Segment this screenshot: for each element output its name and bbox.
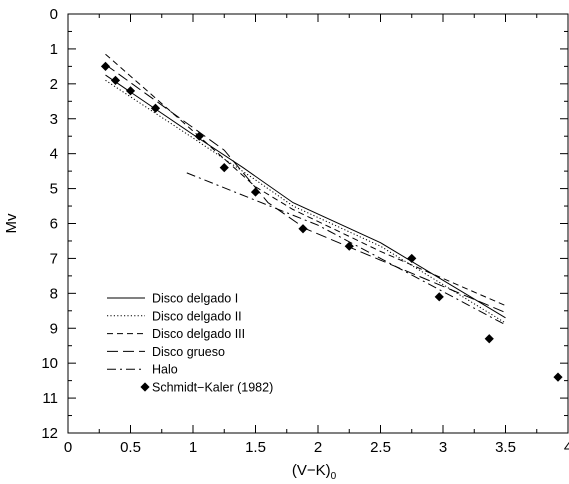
y-tick-label: 0 — [50, 6, 58, 23]
y-tick-label: 10 — [41, 355, 58, 372]
y-tick-label: 3 — [50, 111, 58, 128]
y-tick-label: 6 — [50, 216, 58, 233]
data-point-schmidt-kaler — [100, 61, 111, 71]
x-axis-label: (V−K)0 — [292, 462, 337, 482]
x-tick-label: 0.5 — [120, 439, 141, 456]
legend-label-4: Halo — [152, 363, 178, 377]
series-line-1 — [105, 79, 506, 324]
data-point-schmidt-kaler — [194, 131, 204, 141]
legend-marker-5 — [140, 382, 150, 392]
y-tick-label: 7 — [50, 250, 58, 267]
y-tick-label: 12 — [41, 425, 58, 442]
data-point-schmidt-kaler — [298, 224, 308, 234]
y-tick-label: 2 — [50, 76, 58, 93]
series-line-0 — [105, 74, 506, 319]
data-point-schmidt-kaler — [219, 163, 229, 173]
data-point-schmidt-kaler — [110, 75, 121, 85]
y-tick-label: 9 — [50, 320, 58, 337]
legend-label-0: Disco delgado I — [152, 292, 238, 306]
x-tick-label: 3 — [439, 439, 447, 456]
data-point-schmidt-kaler — [434, 292, 444, 302]
legend-label-1: Disco delgado II — [152, 309, 242, 323]
axes: 0 0.5 1 1.5 2 2.5 3 3.5 40123456789101112(V−K)0M… — [3, 6, 569, 482]
legend-label-3: Disco grueso — [152, 345, 225, 359]
y-tick-label: 4 — [50, 146, 58, 163]
data-point-schmidt-kaler — [250, 187, 261, 197]
series-line-3 — [105, 64, 506, 313]
x-tick-label: 1.5 — [245, 439, 266, 456]
series-layer — [100, 53, 563, 382]
x-tick-label: 2.5 — [370, 439, 391, 456]
y-tick-label: 8 — [50, 285, 58, 302]
legend-label-5: Schmidt−Kaler (1982) — [152, 381, 273, 395]
y-tick-label: 5 — [50, 181, 58, 198]
x-tick-label: 0 — [64, 439, 72, 456]
y-tick-label: 1 — [50, 41, 58, 58]
y-tick-label: 11 — [42, 390, 58, 407]
x-tick-label: 4 — [564, 439, 569, 456]
data-point-schmidt-kaler — [150, 103, 161, 113]
legend: Disco delgado I Disco delgado II Disco del… — [107, 292, 273, 395]
x-tick-label: 2 — [314, 439, 322, 456]
data-point-schmidt-kaler — [125, 86, 136, 96]
data-point-schmidt-kaler — [484, 334, 494, 344]
data-point-schmidt-kaler — [553, 372, 563, 382]
x-tick-label: 3.5 — [495, 439, 516, 456]
x-tick-label: 1 — [189, 439, 197, 456]
series-line-2 — [105, 53, 506, 307]
plot-frame — [67, 13, 569, 434]
legend-label-2: Disco delgado III — [152, 327, 245, 341]
data-point-schmidt-kaler — [344, 241, 354, 251]
data-point-schmidt-kaler — [407, 253, 417, 264]
y-axis-label: Mv — [3, 213, 20, 233]
series-line-4 — [186, 172, 506, 326]
